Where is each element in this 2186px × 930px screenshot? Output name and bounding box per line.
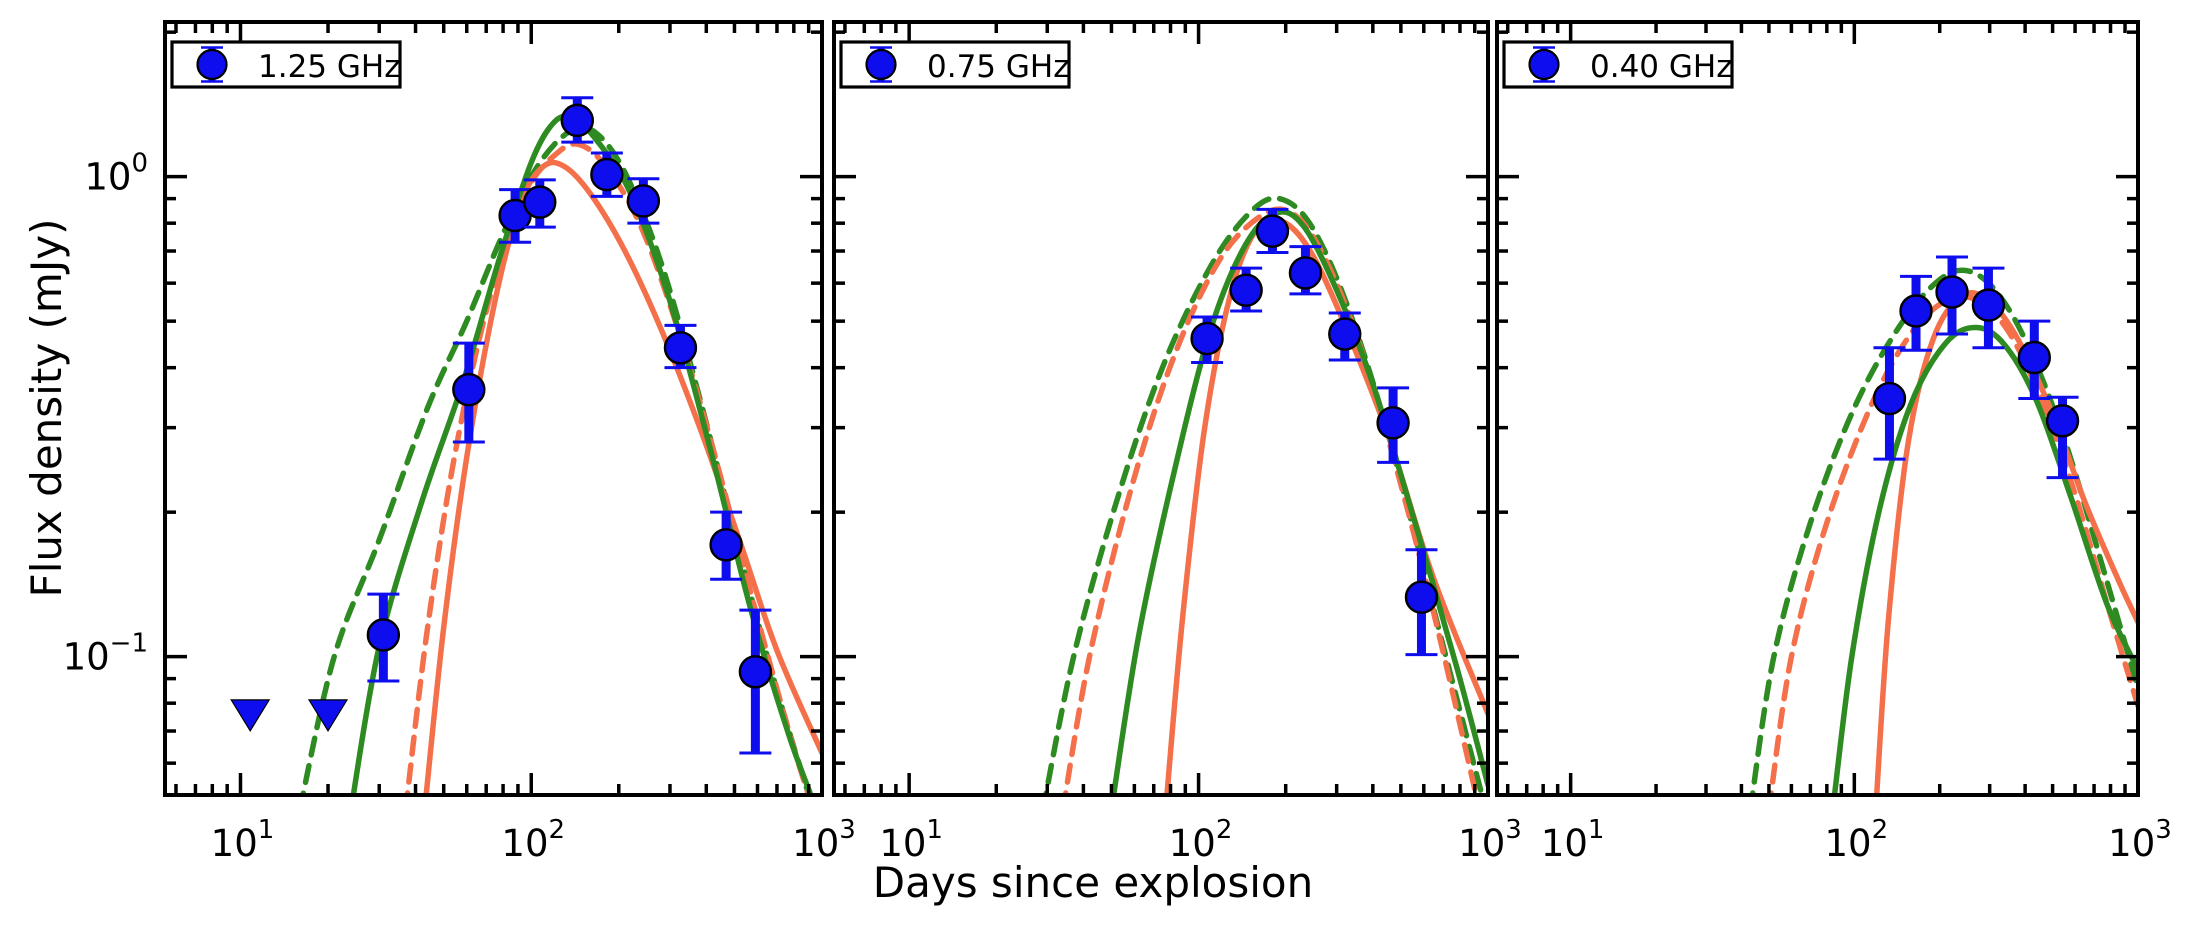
data-points: [1872, 255, 2080, 480]
data-point: [523, 185, 557, 219]
upper-limit-triangle: [307, 699, 349, 733]
model-green-solid: [1832, 324, 2136, 793]
panel-0-40-GHz: 101 102 103: [1495, 20, 2172, 865]
data-point: [1971, 288, 2006, 322]
x-tick-label: 103: [792, 815, 856, 865]
legend: [839, 40, 1071, 89]
data-point: [590, 157, 624, 192]
data-point: [1872, 381, 1907, 416]
y-axis-label: Flux density (mJy): [22, 218, 71, 598]
x-tick-label: 102: [1169, 815, 1233, 865]
data-point: [366, 618, 401, 652]
data-point: [626, 184, 661, 218]
x-tick-label: 101: [879, 815, 943, 865]
model-curves: [1749, 267, 2136, 793]
data-point: [1935, 275, 1969, 309]
y-tick-label: 100: [84, 149, 148, 199]
model-orange-dashed: [1062, 206, 1479, 793]
legend: [170, 40, 402, 89]
model-green-dashed: [1043, 195, 1485, 793]
x-tick-label: 101: [1541, 815, 1605, 865]
legend-marker: [1528, 48, 1560, 81]
x-axis-label: Days since explosion: [872, 858, 1314, 907]
legend-label-0-75ghz: 0.75 GHz: [927, 49, 1070, 85]
data-point: [1229, 273, 1263, 307]
legend-label-1-25ghz: 1.25 GHz: [258, 49, 401, 85]
data-point: [738, 655, 773, 689]
axis-ticks: [1497, 22, 2140, 795]
y-tick-labels: 100 10−1: [63, 149, 148, 679]
data-point: [1288, 256, 1323, 290]
data-point: [560, 103, 594, 138]
data-point: [709, 528, 743, 562]
x-tick-label: 102: [501, 815, 565, 865]
data-point: [1190, 321, 1224, 356]
legend-marker: [196, 48, 228, 81]
panel-border: [832, 20, 1490, 797]
panel-0-75-GHz: 101 102 103: [832, 20, 1522, 865]
y-tick-label: 10−1: [63, 629, 148, 679]
data-points: [1190, 207, 1439, 657]
model-green-dashed: [1749, 267, 2136, 793]
data-points: [230, 96, 773, 755]
x-tick-labels: 101 102 103: [211, 815, 856, 865]
legend: [1502, 40, 1734, 89]
legend-marker: [865, 48, 897, 81]
model-green-solid: [1111, 209, 1486, 793]
data-point: [1376, 406, 1410, 440]
x-tick-label: 102: [1825, 815, 1889, 865]
axis-ticks: [834, 22, 1490, 795]
model-orange-solid: [1164, 215, 1486, 793]
x-tick-labels: 101 102 103: [879, 815, 1521, 865]
model-orange-solid: [1874, 290, 2136, 793]
data-point: [452, 372, 486, 407]
x-tick-label: 101: [211, 815, 275, 865]
model-curves: [1043, 195, 1486, 793]
x-tick-label: 103: [1458, 815, 1522, 865]
model-orange-dashed: [1768, 293, 2136, 793]
data-point: [1328, 317, 1362, 351]
model-green-dashed: [300, 124, 812, 793]
data-point: [1255, 214, 1290, 248]
data-point: [1404, 580, 1439, 614]
data-point: [2045, 404, 2080, 438]
axis-ticks: [165, 22, 824, 795]
data-point: [1899, 294, 1933, 328]
panel-border: [1495, 20, 2140, 797]
upper-limit-triangle: [230, 699, 271, 733]
x-tick-label: 103: [2108, 815, 2172, 865]
data-point: [2017, 340, 2052, 375]
panel-1-25-GHz: 101 102 103 100 10−1: [63, 20, 856, 865]
model-orange-solid: [423, 159, 820, 793]
x-tick-labels: 101 102 103: [1541, 815, 2172, 865]
panel-border: [163, 20, 824, 797]
model-curves: [300, 113, 820, 793]
data-point: [663, 331, 698, 365]
legend-label-0-40ghz: 0.40 GHz: [1590, 49, 1733, 85]
